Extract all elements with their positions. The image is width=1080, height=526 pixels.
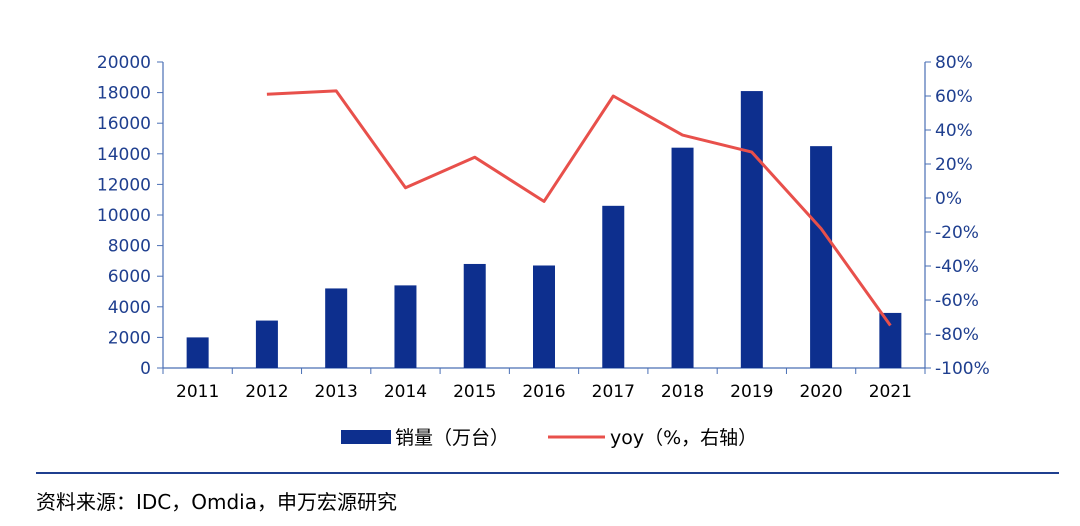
- bar-2019: [740, 91, 763, 368]
- source-note: 资料来源：IDC，Omdia，申万宏源研究: [36, 490, 397, 514]
- left-tick-label: 10000: [97, 206, 151, 226]
- legend-bar-swatch: [341, 430, 391, 444]
- bar-2016: [533, 265, 555, 368]
- x-tick-label: 2011: [176, 382, 219, 402]
- right-tick-label: -40%: [935, 257, 979, 277]
- right-tick-label: 0%: [935, 189, 962, 209]
- left-tick-label: 20000: [97, 53, 151, 73]
- yoy-line: [266, 89, 892, 327]
- left-tick-label: 18000: [97, 84, 151, 104]
- bar-2017: [602, 205, 625, 368]
- x-tick-label: 2018: [661, 382, 704, 402]
- right-tick-label: 60%: [935, 87, 973, 107]
- x-tick-label: 2015: [453, 382, 496, 402]
- right-tick-label: 20%: [935, 155, 973, 175]
- x-tick-label: 2014: [384, 382, 427, 402]
- x-tick-label: 2012: [245, 382, 288, 402]
- bar-2014: [394, 285, 417, 368]
- bar-2015: [463, 263, 486, 368]
- bar-2020: [810, 146, 833, 368]
- bar-2021: [879, 312, 902, 368]
- left-tick-label: 4000: [108, 298, 151, 318]
- right-tick-label: 40%: [935, 121, 973, 141]
- left-tick-label: 16000: [97, 114, 151, 134]
- right-tick-label: -60%: [935, 291, 979, 311]
- legend-line-label: yoy（%，右轴）: [610, 427, 757, 449]
- footer-divider: [36, 472, 1059, 474]
- left-tick-label: 12000: [97, 175, 151, 195]
- x-tick-label: 2021: [869, 382, 912, 402]
- x-tick-label: 2020: [799, 382, 842, 402]
- x-tick-label: 2017: [592, 382, 635, 402]
- right-tick-label: -100%: [935, 359, 990, 379]
- sales-yoy-chart: 0 2000 4000 6000 8000 10000 12000 14000 16000 180…: [97, 53, 990, 449]
- left-tick-label: 2000: [108, 328, 151, 348]
- right-tick-label: -80%: [935, 325, 979, 345]
- left-tick-label: 0: [140, 359, 151, 379]
- left-tick-label: 6000: [108, 267, 151, 287]
- right-tick-label: 80%: [935, 53, 973, 73]
- x-tick-label: 2013: [315, 382, 358, 402]
- bar-2013: [325, 288, 348, 368]
- legend-bar-label: 销量（万台）: [395, 427, 509, 449]
- left-tick-label: 14000: [97, 145, 151, 165]
- bar-2018: [671, 147, 694, 368]
- right-tick-label: -20%: [935, 223, 979, 243]
- bar-2011: [186, 337, 209, 368]
- bar-2012: [255, 320, 278, 368]
- x-tick-label: 2016: [522, 382, 565, 402]
- left-tick-label: 8000: [108, 237, 151, 257]
- x-tick-label: 2019: [730, 382, 773, 402]
